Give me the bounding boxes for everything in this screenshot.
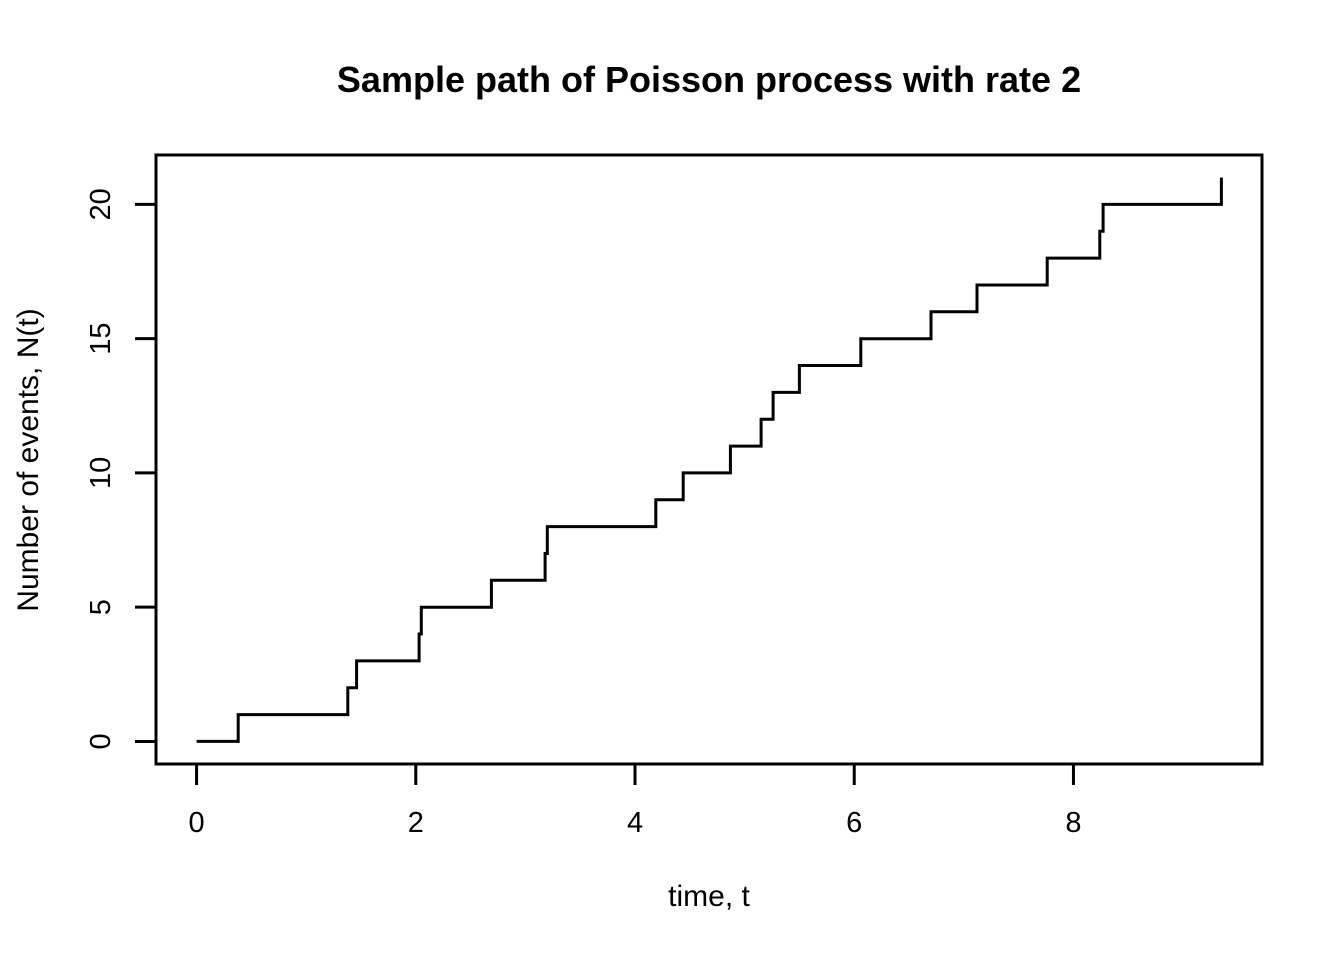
chart-title: Sample path of Poisson process with rate… bbox=[337, 59, 1081, 100]
plot-box bbox=[154, 153, 1264, 766]
y-tick-label: 15 bbox=[85, 323, 117, 355]
x-axis-label: time, t bbox=[668, 880, 750, 913]
poisson-step-path bbox=[196, 177, 1223, 743]
y-tick-label: 10 bbox=[85, 457, 117, 489]
y-tick-label: 0 bbox=[85, 733, 117, 749]
x-tick-label: 6 bbox=[846, 807, 862, 839]
x-tick-label: 0 bbox=[188, 807, 204, 839]
x-tick-label: 4 bbox=[627, 807, 643, 839]
plot-area: 0 2 4 6 8 0 5 10 15 20 bbox=[85, 153, 1264, 839]
y-axis-label: Number of events, N(t) bbox=[12, 308, 45, 611]
x-tick-label: 8 bbox=[1065, 807, 1081, 839]
x-tick-label: 2 bbox=[408, 807, 424, 839]
y-tick-label: 20 bbox=[85, 188, 117, 220]
y-tick-label: 5 bbox=[85, 599, 117, 615]
